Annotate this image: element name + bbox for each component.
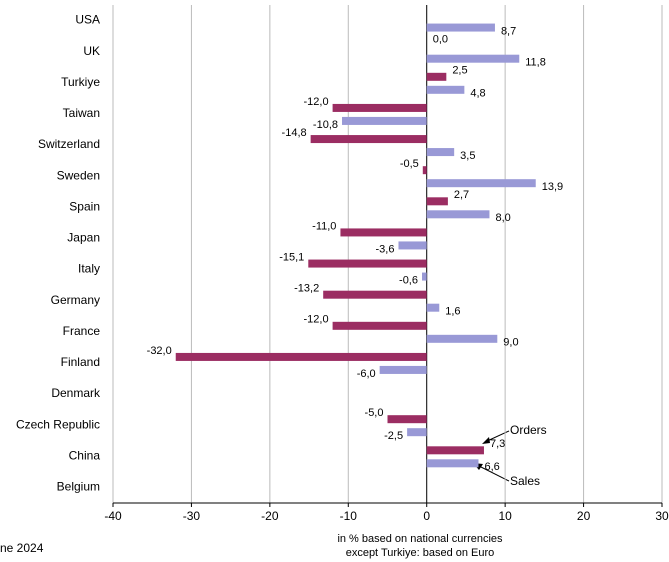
bar [175,352,427,361]
y-tick-label: Finland [61,355,100,369]
value-label: 11,8 [525,57,546,69]
value-label: 4,8 [470,88,485,100]
bar [426,179,536,188]
bar [310,135,427,144]
bar [398,241,427,250]
bar [426,446,484,455]
x-tick-label: 20 [577,509,591,523]
y-tick-label: France [63,324,101,338]
y-tick-label: Japan [67,231,100,245]
x-tick-label: 0 [423,509,430,523]
value-label: -32,0 [147,345,172,357]
arrow-head [482,437,490,444]
value-label: -12,0 [304,96,329,108]
bar [422,166,427,175]
value-label: -14,8 [282,127,307,139]
x-tick-label: 30 [655,509,669,523]
x-axis-label: except Turkiye: based on Euro [346,547,495,559]
y-tick-label: Sweden [57,168,100,182]
y-tick-label: Denmark [51,386,101,400]
x-tick-label: -10 [340,509,358,523]
bar [426,54,520,63]
bar [407,428,427,437]
value-label: -12,0 [304,314,329,326]
x-tick-label: -30 [183,509,201,523]
bar [332,103,427,112]
value-label: -5,0 [365,407,384,419]
y-tick-label: UK [83,44,100,58]
value-label: 7,3 [490,438,505,450]
value-label: -3,6 [376,243,395,255]
value-label: -6,0 [357,368,376,380]
value-label: -0,5 [400,158,419,170]
value-label: 3,5 [460,150,475,162]
value-label: 2,5 [452,65,467,77]
bar [426,303,440,312]
x-tick-label: -20 [261,509,279,523]
y-tick-label: Switzerland [38,137,100,151]
bar [426,23,495,32]
legend-orders: Orders [510,423,547,437]
bar [426,210,490,219]
value-label: 8,0 [495,212,510,224]
bar [379,365,427,374]
x-tick-label: -40 [104,509,122,523]
note: ne 2024 [0,541,44,555]
x-tick-label: 10 [498,509,512,523]
value-label: 2,7 [454,189,469,201]
value-label: -13,2 [294,283,319,295]
value-label: 0,0 [433,34,448,46]
bar [308,259,427,268]
value-label: 8,7 [501,25,516,37]
bar [340,228,427,237]
value-label: 1,6 [445,306,460,318]
bar [426,85,465,94]
bar [426,197,448,206]
bar [323,290,427,299]
bar [342,116,427,125]
bar [422,272,427,281]
value-label: -11,0 [312,220,336,232]
value-label: -15,1 [279,251,304,263]
value-label: 13,9 [542,181,563,193]
y-tick-label: Germany [51,293,100,307]
y-tick-label: USA [75,13,100,27]
value-label: -10,8 [313,119,338,131]
y-tick-label: Spain [69,199,100,213]
bar [332,321,427,330]
arrow [476,464,510,482]
y-tick-label: China [69,448,101,462]
value-label: -2,5 [384,430,403,442]
y-tick-label: Czech Republic [16,417,100,431]
y-tick-label: Turkiye [61,75,100,89]
bar [426,72,447,81]
y-tick-label: Taiwan [63,106,100,120]
bar [426,148,455,157]
value-label: 6,6 [484,461,499,473]
y-tick-label: Italy [78,262,100,276]
value-label: 9,0 [503,337,518,349]
x-axis-label: in % based on national currencies [337,533,503,545]
bar [387,415,427,424]
value-label: -0,6 [399,274,418,286]
bar [426,334,498,343]
legend-sales: Sales [510,474,540,488]
y-tick-label: Belgium [57,480,100,494]
bar [426,459,479,468]
